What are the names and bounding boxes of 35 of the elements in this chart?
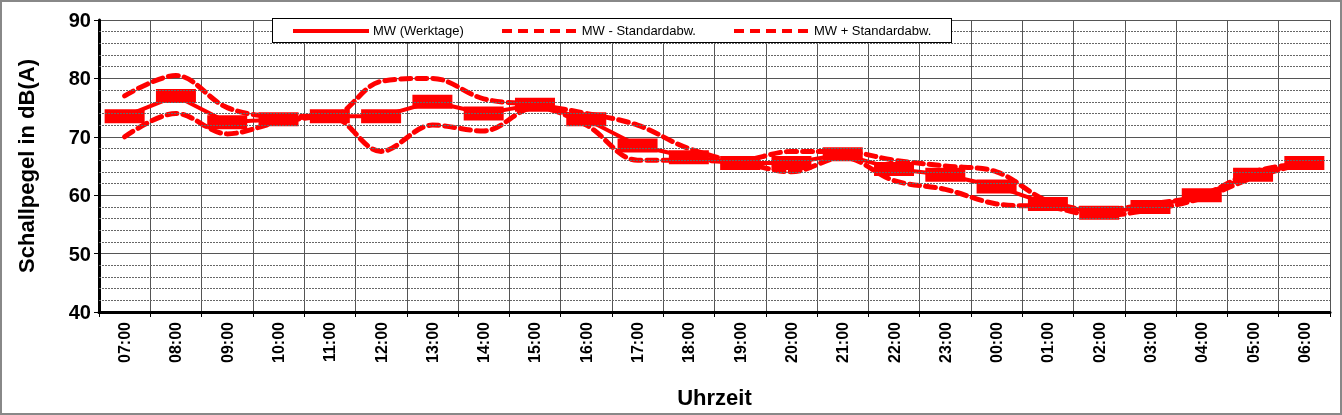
x-tick-label: 03:00: [1141, 321, 1159, 363]
y-tick-label: 50: [68, 242, 91, 265]
x-axis-title: Uhrzeit: [677, 384, 753, 410]
x-tick-label: 06:00: [1295, 321, 1313, 363]
legend-label: MW + Standardabw.: [813, 23, 932, 38]
legend-label: MW - Standardabw.: [581, 23, 696, 38]
x-tick-label: 23:00: [936, 321, 954, 363]
x-tick-label: 07:00: [116, 321, 134, 363]
x-tick-label: 08:00: [167, 321, 185, 363]
x-tick-label: 19:00: [731, 321, 749, 363]
x-tick-label: 15:00: [526, 321, 544, 363]
x-tick-label: 14:00: [475, 321, 493, 363]
x-tick-label: 09:00: [218, 321, 236, 363]
y-tick-label: 90: [68, 9, 91, 31]
x-tick-label: 05:00: [1244, 321, 1262, 363]
x-tick-label: 11:00: [321, 321, 339, 363]
x-tick-label: 13:00: [423, 321, 441, 363]
y-tick-label: 40: [68, 301, 91, 323]
x-tick-label: 16:00: [577, 321, 595, 363]
y-tick-label: 80: [68, 67, 91, 90]
x-tick-label: 18:00: [680, 321, 698, 363]
x-tick-label: 01:00: [1039, 321, 1057, 363]
y-tick-label: 70: [68, 125, 91, 148]
x-tick-label: 22:00: [885, 321, 903, 363]
y-axis-title: Schallpegel in dB(A): [13, 59, 39, 273]
x-tick-label: 17:00: [629, 321, 647, 363]
x-tick-label: 21:00: [834, 321, 852, 363]
x-tick-label: 00:00: [988, 321, 1006, 363]
x-tick-label: 12:00: [372, 321, 390, 363]
y-tick-label: 60: [68, 184, 91, 207]
x-tick-label: 10:00: [270, 321, 288, 363]
legend-label: MW (Werktage): [373, 23, 464, 38]
x-tick-label: 20:00: [782, 321, 800, 363]
x-tick-label: 02:00: [1090, 321, 1108, 363]
x-tick-label: 04:00: [1193, 321, 1211, 363]
